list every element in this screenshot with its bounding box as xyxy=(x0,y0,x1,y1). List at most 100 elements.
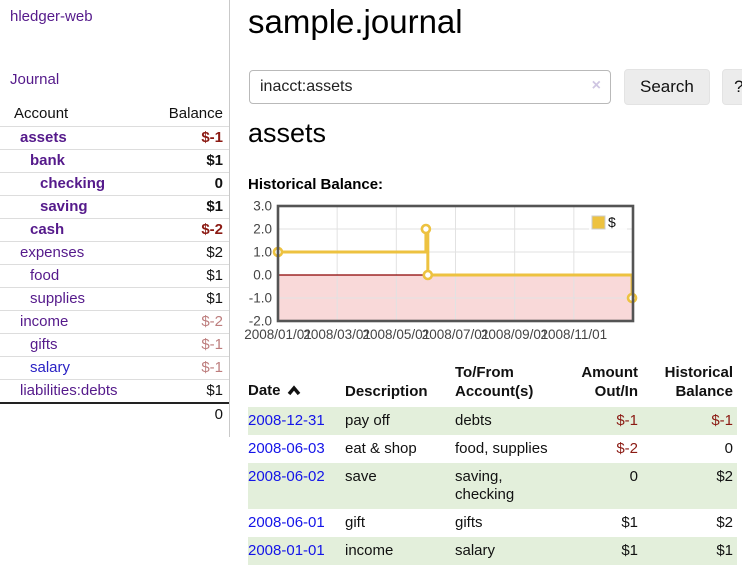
historical-balance-label: Historical Balance: xyxy=(248,176,384,193)
account-balance: 0 xyxy=(214,175,223,192)
account-link-bank[interactable]: bank xyxy=(30,152,66,169)
accounts-total: 0 xyxy=(214,406,223,423)
account-balance: $-1 xyxy=(201,129,223,146)
transaction-date-cell: 2008-01-01 xyxy=(248,537,345,565)
transaction-date-cell: 2008-12-31 xyxy=(248,407,345,435)
account-balance: $-1 xyxy=(201,336,223,353)
y-tick-label: -2.0 xyxy=(249,314,272,329)
column-header-tofrom: To/From Account(s) xyxy=(455,364,534,400)
account-row: bank $1 xyxy=(0,149,229,173)
account-row: checking 0 xyxy=(0,172,229,196)
sort-ascending-icon xyxy=(287,382,301,401)
account-link-supplies[interactable]: supplies xyxy=(30,290,86,307)
transaction-balance: $1 xyxy=(716,542,733,559)
transaction-date-cell: 2008-06-03 xyxy=(248,435,345,463)
x-tick-label: 2008/01/01 xyxy=(244,327,312,342)
account-row: food $1 xyxy=(0,264,229,288)
account-row: expenses $2 xyxy=(0,241,229,265)
search-button[interactable]: Search xyxy=(624,69,710,105)
register-row[interactable]: 2008-06-03 eat & shop food, supplies $-2 0 xyxy=(248,435,737,463)
account-balance: $-1 xyxy=(201,359,223,376)
account-balance: $-2 xyxy=(201,313,223,330)
account-link-income[interactable]: income xyxy=(20,313,69,330)
account-link-liabilities-debts[interactable]: liabilities:debts xyxy=(20,382,118,399)
column-header-balance: Historical Balance xyxy=(664,364,733,400)
account-row: liabilities:debts $1 xyxy=(0,379,229,404)
y-tick-label: -1.0 xyxy=(249,291,272,306)
transaction-description: save xyxy=(345,468,377,485)
account-balance: $2 xyxy=(206,244,223,261)
account-title: assets xyxy=(248,118,327,148)
account-balance: $1 xyxy=(206,267,223,284)
register-row[interactable]: 2008-01-01 income salary $1 $1 xyxy=(248,537,737,565)
app-brand-link[interactable]: hledger-web xyxy=(10,8,93,25)
account-link-gifts[interactable]: gifts xyxy=(30,336,58,353)
account-link-salary[interactable]: salary xyxy=(30,359,71,376)
x-tick-label: 2008/09/01 xyxy=(481,327,549,342)
account-row: cash $-2 xyxy=(0,218,229,242)
transaction-description: eat & shop xyxy=(345,440,417,457)
transaction-balance: $-1 xyxy=(711,412,733,429)
transaction-date-cell: 2008-06-02 xyxy=(248,463,345,509)
account-link-assets[interactable]: assets xyxy=(20,129,67,146)
search-input[interactable] xyxy=(249,70,611,104)
account-row: salary $-1 xyxy=(0,356,229,380)
transaction-description: gift xyxy=(345,514,366,531)
transaction-accounts: salary xyxy=(455,542,496,559)
account-row: saving $1 xyxy=(0,195,229,219)
x-tick-label: 2008/11/01 xyxy=(541,327,608,342)
transaction-date-link[interactable]: 2008-12-31 xyxy=(248,412,325,429)
date-header-label: Date xyxy=(248,382,281,399)
account-balance: $1 xyxy=(206,290,223,307)
account-link-saving[interactable]: saving xyxy=(40,198,88,215)
sidebar-item-journal[interactable]: Journal xyxy=(10,71,60,88)
accounts-header-balance: Balance xyxy=(168,105,223,122)
x-tick-label: 2008/07/01 xyxy=(422,327,490,342)
accounts-header-account: Account xyxy=(14,105,69,122)
register-row[interactable]: 2008-06-02 save saving, checking 0 $2 xyxy=(248,463,737,509)
transaction-description: pay off xyxy=(345,412,390,429)
transaction-date-link[interactable]: 2008-06-03 xyxy=(248,440,325,457)
register-header-row: Date Description To/From Account(s) Amoun… xyxy=(248,361,737,407)
account-row: supplies $1 xyxy=(0,287,229,311)
transaction-amount: $-1 xyxy=(616,412,638,429)
column-header-date[interactable]: Date xyxy=(248,361,345,407)
transaction-description: income xyxy=(345,542,394,559)
legend-label: $ xyxy=(608,214,616,230)
transaction-amount: $-2 xyxy=(616,440,638,457)
transaction-accounts: debts xyxy=(455,412,492,429)
transaction-balance: $2 xyxy=(716,468,733,485)
transaction-accounts: food, supplies xyxy=(455,440,548,457)
x-tick-label: 2008/05/01 xyxy=(363,327,431,342)
historical-balance-chart: $3.0 2.0 1.0 0.0 -1.0 -2.0 2008/01/01 2008/03/0… xyxy=(244,199,692,348)
y-tick-label: 3.0 xyxy=(253,199,272,214)
account-row: income $-2 xyxy=(0,310,229,334)
y-tick-label: 0.0 xyxy=(253,268,272,283)
transaction-date-link[interactable]: 2008-06-01 xyxy=(248,514,325,531)
account-balance: $1 xyxy=(206,152,223,169)
account-link-cash[interactable]: cash xyxy=(30,221,65,238)
register-table: Date Description To/From Account(s) Amoun… xyxy=(248,361,737,565)
page-title: sample.journal xyxy=(248,3,463,40)
transaction-date-link[interactable]: 2008-06-02 xyxy=(248,468,325,485)
accounts-tree: Account Balance assets $-1 bank $1 checking 0… xyxy=(0,103,229,426)
help-button[interactable]: ? xyxy=(721,69,742,105)
sidebar: hledger-web Journal Account Balance asse… xyxy=(0,0,230,437)
transaction-accounts: saving, checking xyxy=(455,468,515,503)
clear-search-icon[interactable]: × xyxy=(591,77,601,94)
transaction-balance: 0 xyxy=(724,440,733,457)
register-row[interactable]: 2008-12-31 pay off debts $-1 $-1 xyxy=(248,407,737,435)
transaction-date-link[interactable]: 2008-01-01 xyxy=(248,542,325,559)
account-link-checking[interactable]: checking xyxy=(40,175,106,192)
accounts-total-row: 0 xyxy=(0,403,229,426)
data-point xyxy=(422,269,434,281)
account-link-expenses[interactable]: expenses xyxy=(20,244,85,261)
register-row[interactable]: 2008-06-01 gift gifts $1 $2 xyxy=(248,509,737,537)
column-header-description: Description xyxy=(345,383,428,400)
account-balance: $-2 xyxy=(201,221,223,238)
transaction-balance: $2 xyxy=(716,514,733,531)
account-row: assets $-1 xyxy=(0,126,229,150)
transaction-date-cell: 2008-06-01 xyxy=(248,509,345,537)
account-row: gifts $-1 xyxy=(0,333,229,357)
account-link-food[interactable]: food xyxy=(30,267,60,284)
